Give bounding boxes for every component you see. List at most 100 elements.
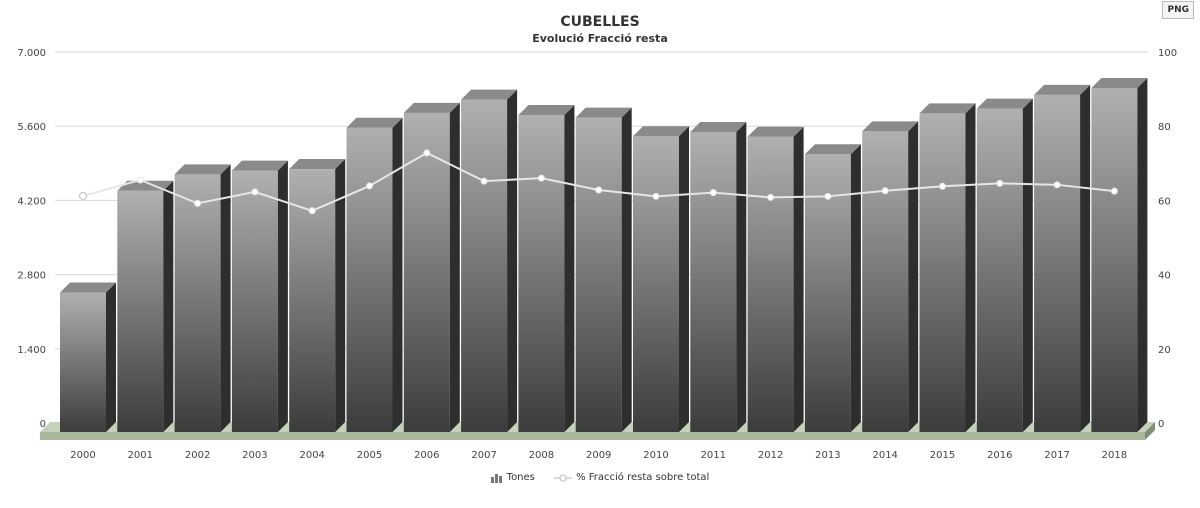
line-point: [79, 191, 87, 200]
x-tick-label: 2014: [872, 450, 897, 461]
bar-top: [747, 126, 804, 137]
bar-side: [335, 159, 346, 432]
bar-side: [850, 144, 861, 432]
y-left-tick-label: 4.200: [17, 196, 46, 207]
legend-label-tones: Tones: [506, 472, 535, 483]
bar-side: [163, 180, 174, 432]
line-point: [652, 192, 660, 200]
legend-item-tones[interactable]: Tones: [490, 472, 535, 483]
bar-top: [1034, 84, 1091, 95]
x-tick-label: 2013: [815, 450, 840, 461]
legend-label-percent: % Fracció resta sobre total: [576, 472, 710, 483]
x-tick-label: 2008: [529, 450, 554, 461]
line-point: [595, 186, 603, 194]
line-point: [308, 207, 316, 215]
chart-subtitle: Evolució Fracció resta: [532, 32, 668, 45]
bar: [60, 292, 106, 432]
bar: [117, 190, 164, 432]
bar-top: [518, 105, 575, 115]
bar-top: [804, 144, 861, 155]
line-point: [480, 177, 488, 185]
x-tick-label: 2017: [1044, 450, 1069, 461]
bar-top: [174, 164, 231, 175]
legend-item-percent[interactable]: % Fracció resta sobre total: [554, 472, 709, 483]
chart-title: CUBELLES: [560, 14, 640, 30]
bar: [1034, 94, 1081, 433]
x-tick-label: 2002: [185, 450, 210, 461]
y-right-tick-label: 100: [1158, 48, 1177, 59]
bar: [1091, 87, 1138, 432]
bar-side: [1080, 84, 1091, 433]
x-tick-label: 2011: [701, 450, 726, 461]
y-left-tick-label: 1.400: [17, 345, 46, 356]
bar-side: [965, 103, 976, 432]
bar-top: [60, 282, 116, 293]
y-right-tick-label: 60: [1158, 196, 1171, 207]
bar-side: [908, 121, 919, 433]
bar: [461, 99, 508, 432]
bar-side: [621, 107, 632, 433]
bar-side: [1137, 77, 1148, 432]
bar-chart-icon: [490, 473, 502, 483]
line-point: [767, 193, 775, 201]
x-tick-label: 2009: [586, 450, 611, 461]
line-marker-icon: [554, 474, 573, 481]
bar: [690, 131, 737, 432]
bar-side: [679, 126, 689, 432]
line-point: [366, 182, 373, 190]
bar: [575, 117, 622, 433]
bar-top: [289, 159, 346, 170]
bar-top: [1091, 77, 1148, 88]
bar: [403, 112, 450, 432]
bar-side: [220, 164, 231, 433]
bar-top: [976, 98, 1033, 109]
line-point: [881, 187, 889, 195]
bar: [919, 113, 966, 432]
bar: [804, 154, 851, 432]
y-left-tick-label: 0: [40, 419, 46, 430]
bar-side: [449, 102, 460, 432]
chart-floor-front: [40, 432, 1145, 440]
bar-side: [507, 89, 518, 432]
bar-top: [690, 121, 747, 132]
bar: [633, 136, 679, 432]
y-right-tick-label: 0: [1158, 419, 1164, 430]
x-tick-label: 2005: [357, 450, 382, 461]
bar: [862, 131, 909, 432]
bar-top: [346, 117, 403, 128]
line-point: [251, 188, 259, 196]
x-tick-label: 2007: [471, 450, 496, 461]
x-tick-label: 2003: [242, 450, 267, 461]
bar-top: [461, 89, 518, 100]
bar-top: [633, 126, 689, 137]
bar-side: [392, 117, 403, 432]
bar-side: [736, 121, 747, 433]
x-tick-label: 2001: [128, 450, 153, 461]
y-right-tick-label: 20: [1158, 345, 1171, 356]
line-point: [1110, 187, 1118, 195]
bar: [976, 108, 1023, 432]
bar: [747, 136, 794, 433]
x-tick-label: 2018: [1102, 450, 1127, 461]
bar-side: [564, 105, 575, 432]
bar: [346, 127, 393, 432]
bar-top: [862, 121, 919, 132]
bar-side: [106, 282, 116, 432]
bar-side: [793, 126, 804, 432]
chart-legend: Tones % Fracció resta sobre total: [0, 472, 1200, 486]
bar-top: [231, 160, 288, 171]
chart-floor-side: [1145, 422, 1155, 440]
x-tick-label: 2016: [987, 450, 1012, 461]
line-point: [1053, 181, 1061, 189]
line-point: [939, 182, 946, 190]
line-point: [709, 189, 717, 197]
line-point: [996, 179, 1004, 187]
x-tick-label: 2004: [299, 450, 324, 461]
y-right-tick-label: 40: [1158, 271, 1171, 282]
bar: [518, 115, 565, 432]
line-point: [136, 176, 144, 184]
bar-top: [575, 107, 632, 118]
png-export-button[interactable]: PNG: [1162, 1, 1194, 19]
bar-top: [919, 103, 976, 114]
bar-side: [1022, 98, 1033, 432]
